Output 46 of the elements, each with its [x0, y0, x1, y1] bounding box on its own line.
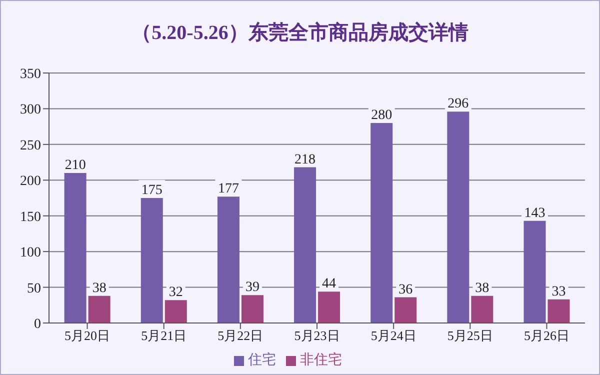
y-tick-label: 250	[20, 138, 41, 154]
data-label: 177	[218, 182, 239, 197]
data-label: 44	[322, 276, 336, 292]
y-tick-label: 200	[20, 174, 41, 190]
data-label: 175	[141, 183, 162, 198]
bar	[217, 196, 240, 323]
x-tick-label: 5月24日	[370, 328, 416, 344]
data-label: 218	[294, 152, 316, 168]
bar	[164, 300, 187, 323]
bar	[241, 295, 264, 323]
x-tick-label: 5月21日	[141, 328, 187, 344]
data-label: 296	[448, 96, 469, 112]
y-tick-label: 0	[34, 316, 41, 332]
data-label: 32	[168, 285, 183, 300]
y-tick-label: 300	[20, 102, 41, 118]
x-tick-label: 5月23日	[294, 328, 340, 344]
legend-label: 非住宅	[300, 353, 342, 368]
bar	[140, 198, 163, 323]
data-label: 280	[371, 108, 392, 123]
bar	[64, 173, 86, 323]
x-tick-label: 5月26日	[524, 328, 570, 344]
data-label: 143	[524, 206, 546, 221]
bar	[548, 299, 570, 323]
bar	[318, 292, 340, 323]
chart-title: （5.20-5.26）东莞全市商品房成交详情	[130, 20, 470, 46]
x-tick-label: 5月25日	[447, 328, 493, 344]
y-tick-label: 350	[20, 66, 41, 82]
data-label: 39	[245, 280, 260, 296]
bar	[294, 167, 316, 323]
y-tick-label: 100	[20, 246, 41, 261]
data-label: 33	[552, 284, 566, 300]
bar	[88, 296, 110, 323]
bar	[447, 112, 470, 323]
data-label: 36	[398, 282, 413, 298]
data-label: 210	[64, 158, 86, 173]
bar	[524, 220, 546, 323]
y-tick-label: 50	[27, 281, 41, 296]
data-label: 38	[92, 280, 106, 296]
data-label: 38	[475, 280, 490, 296]
x-tick-label: 5月22日	[218, 328, 264, 344]
bar	[370, 123, 393, 323]
y-tick-label: 150	[20, 210, 41, 225]
bar	[471, 296, 494, 323]
legend-label: 住宅	[248, 353, 276, 368]
bar	[394, 297, 417, 323]
x-tick-label: 5月20日	[64, 328, 110, 344]
